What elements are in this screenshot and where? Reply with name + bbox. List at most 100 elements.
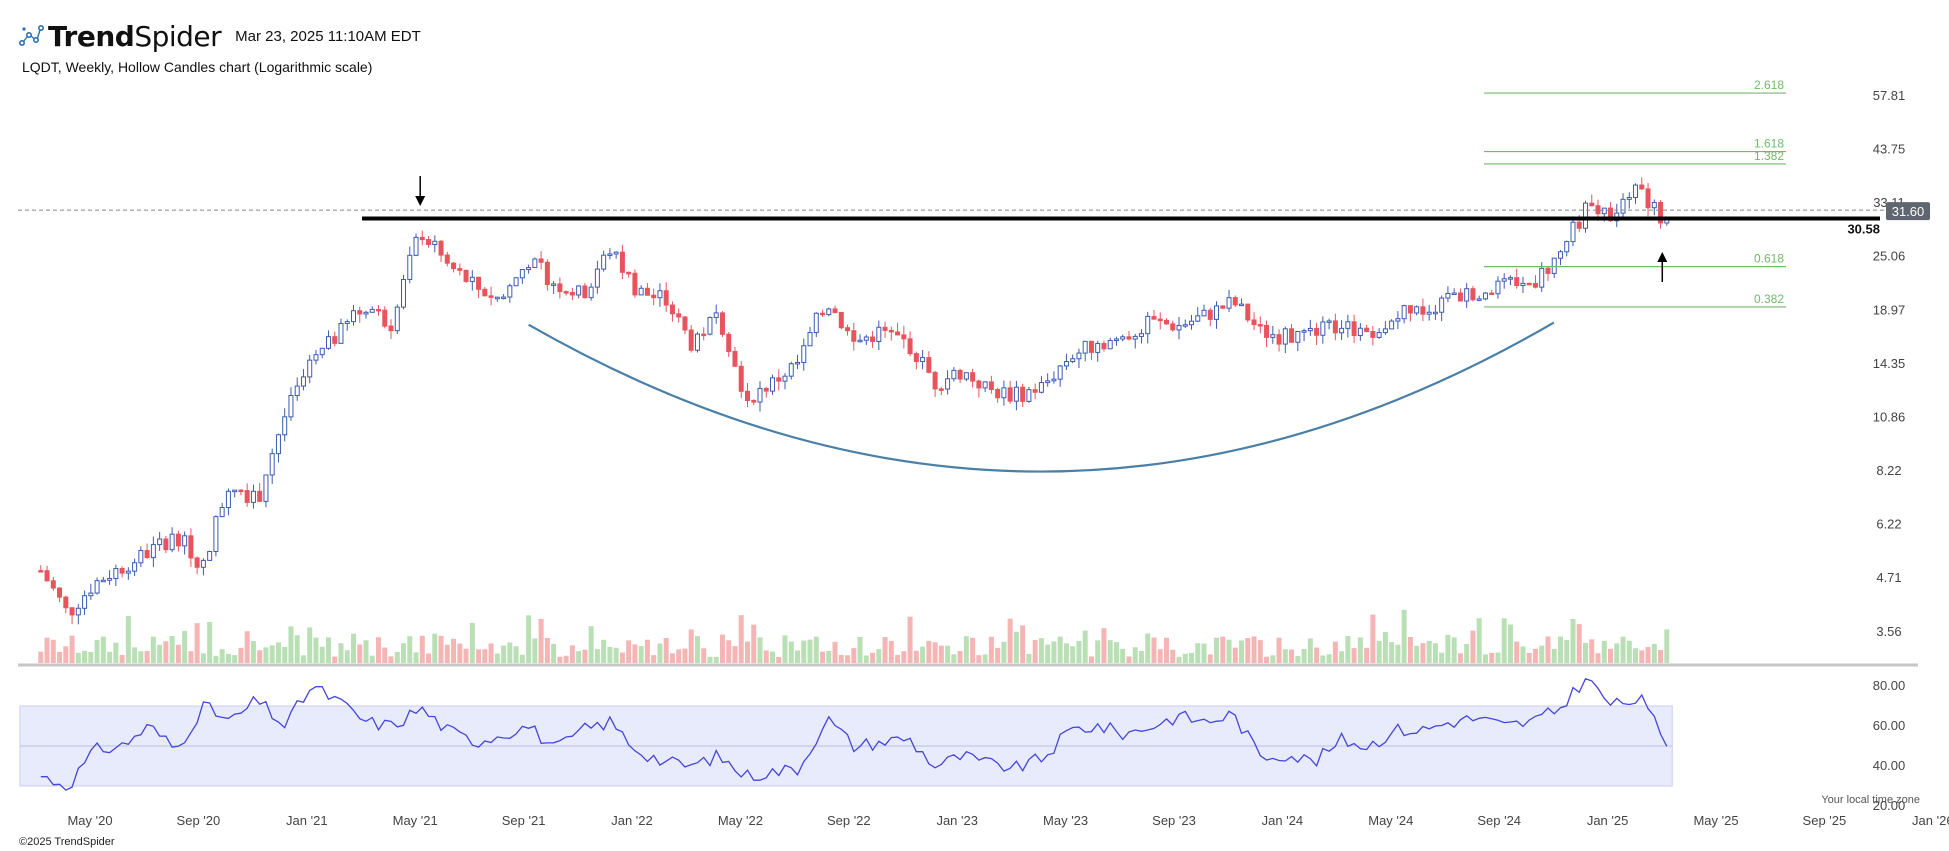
volume-bar: [132, 647, 138, 663]
candle-body: [1051, 378, 1057, 382]
candle-body: [1633, 184, 1639, 199]
candle-body: [1357, 327, 1363, 337]
candle-body: [1451, 292, 1457, 296]
volume-bar: [163, 641, 169, 663]
volume-bar: [1583, 642, 1588, 663]
volume-bar: [719, 634, 725, 663]
volume-bar: [1220, 636, 1226, 663]
candle-body: [1126, 336, 1132, 340]
volume-bar: [1082, 630, 1088, 663]
candle-body: [1407, 305, 1413, 314]
cup-curve: [528, 321, 1555, 473]
candle-body: [507, 285, 513, 298]
candle-body: [782, 375, 788, 382]
volume-bar: [1088, 656, 1094, 663]
candle-body: [1120, 336, 1126, 340]
candle-body: [1445, 292, 1451, 299]
volume-bar: [1157, 649, 1163, 663]
candle-body: [1232, 297, 1238, 306]
volume-bar: [863, 655, 869, 663]
candle-body: [582, 285, 588, 299]
volume-bar: [832, 641, 838, 663]
volume-bar: [1101, 628, 1107, 663]
rsi-tick-label: 20.00: [1873, 798, 1906, 813]
volume-bar: [945, 645, 951, 663]
volume-bar: [213, 655, 219, 663]
candle-body: [763, 387, 769, 392]
volume-bar: [576, 651, 582, 663]
candle-body: [938, 388, 944, 391]
brand-logo: TrendSpider: [48, 19, 222, 53]
candle-body: [1282, 328, 1288, 345]
fib-label: 1.382: [1754, 149, 1784, 163]
volume-bar: [1214, 637, 1220, 663]
candle-body: [1270, 334, 1276, 338]
volume-bar: [532, 638, 538, 663]
volume-bar: [651, 655, 657, 663]
candle-body: [1301, 330, 1307, 333]
volume-bar: [526, 615, 532, 663]
candle-body: [182, 535, 188, 547]
candle-body: [901, 334, 907, 340]
volume-bar: [763, 650, 769, 663]
candle-body: [757, 387, 763, 403]
candle-body: [1176, 325, 1182, 331]
candle-body: [438, 240, 444, 256]
rsi-tick-label: 40.00: [1873, 758, 1906, 773]
volume-bar: [1276, 637, 1282, 663]
volume-bar: [338, 643, 344, 663]
volume-bar: [1314, 647, 1320, 663]
time-tick-label: Sep '23: [1152, 813, 1196, 828]
volume-bar: [951, 654, 957, 663]
volume-bar: [1476, 618, 1482, 663]
candle-body: [826, 308, 832, 316]
candle-body: [1620, 198, 1626, 214]
volume-bar: [851, 648, 857, 663]
volume-bar: [1063, 643, 1069, 663]
candle-body: [188, 535, 194, 559]
candle-body: [832, 308, 838, 314]
volume-bar: [325, 637, 331, 663]
volume-bar: [1526, 652, 1532, 663]
candle-body: [513, 277, 519, 287]
time-tick-label: Jan '26: [1912, 813, 1949, 828]
volume-bar: [1257, 640, 1263, 663]
volume-bar: [676, 649, 682, 663]
arrow-head: [415, 196, 426, 206]
candle-body: [169, 533, 175, 551]
volume-bar: [1489, 652, 1495, 663]
candle-body: [770, 377, 775, 392]
volume-bar: [1439, 652, 1445, 663]
brand-bold: Trend: [48, 19, 135, 53]
volume-bar: [100, 636, 106, 663]
candle-body: [920, 357, 926, 363]
volume-bar: [350, 633, 356, 663]
volume-bar: [1151, 637, 1157, 663]
volume-bar: [1076, 640, 1082, 663]
time-tick-label: May '21: [393, 813, 438, 828]
volume-bar: [788, 641, 794, 663]
candle-body: [388, 325, 394, 332]
time-tick-label: May '24: [1368, 813, 1413, 828]
candle-body: [1063, 360, 1069, 367]
copyright: ©2025 TrendSpider: [19, 836, 115, 848]
candle-body: [1245, 303, 1251, 321]
volume-bar: [920, 646, 926, 663]
brand-regular: Spider: [134, 19, 222, 53]
volume-bar: [513, 646, 519, 663]
volume-bar: [588, 626, 594, 663]
volume-bar: [182, 630, 188, 663]
candle-body: [676, 313, 682, 318]
candle-body: [669, 304, 675, 315]
candle-body: [532, 258, 538, 269]
volume-bar: [1626, 640, 1632, 663]
candle-body: [63, 596, 69, 609]
price-tick-label: 18.97: [1873, 302, 1906, 317]
candle-body: [688, 329, 694, 351]
candle-body: [494, 296, 500, 300]
volume-bar: [688, 629, 694, 663]
candle-body: [1470, 288, 1476, 301]
candle-body: [619, 251, 625, 273]
candle-body: [932, 371, 938, 390]
